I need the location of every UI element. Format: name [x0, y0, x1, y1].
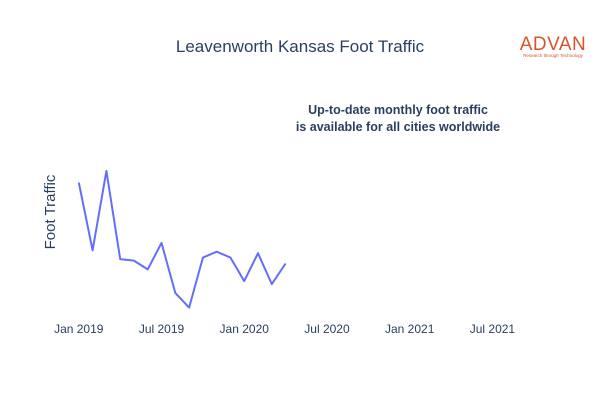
brand-tagline: Research through Technology [523, 53, 583, 58]
brand-name: ADVAN [520, 34, 587, 55]
brand-logo: ADVAN Research through Technology [520, 34, 587, 58]
x-tick-label: Jan 2019 [54, 322, 104, 336]
y-axis-label: Foot Traffic [42, 174, 59, 249]
plot-area [77, 169, 287, 309]
annotation-line-2: is available for all cities worldwide [296, 120, 500, 134]
x-tick-label: Jan 2020 [220, 322, 270, 336]
x-tick-label: Jul 2021 [470, 322, 516, 336]
annotation: Up-to-date monthly foot traffic is avail… [296, 103, 500, 134]
annotation-line-1: Up-to-date monthly foot traffic [308, 103, 488, 117]
x-tick-label: Jul 2020 [304, 322, 350, 336]
chart-title: Leavenworth Kansas Foot Traffic [176, 37, 425, 56]
series-line [77, 169, 287, 309]
x-tick-label: Jul 2019 [139, 322, 185, 336]
x-tick-label: Jan 2021 [385, 322, 435, 336]
x-axis-ticks: Jan 2019 Jul 2019 Jan 2020 Jul 2020 Jan 2021… [54, 322, 515, 336]
